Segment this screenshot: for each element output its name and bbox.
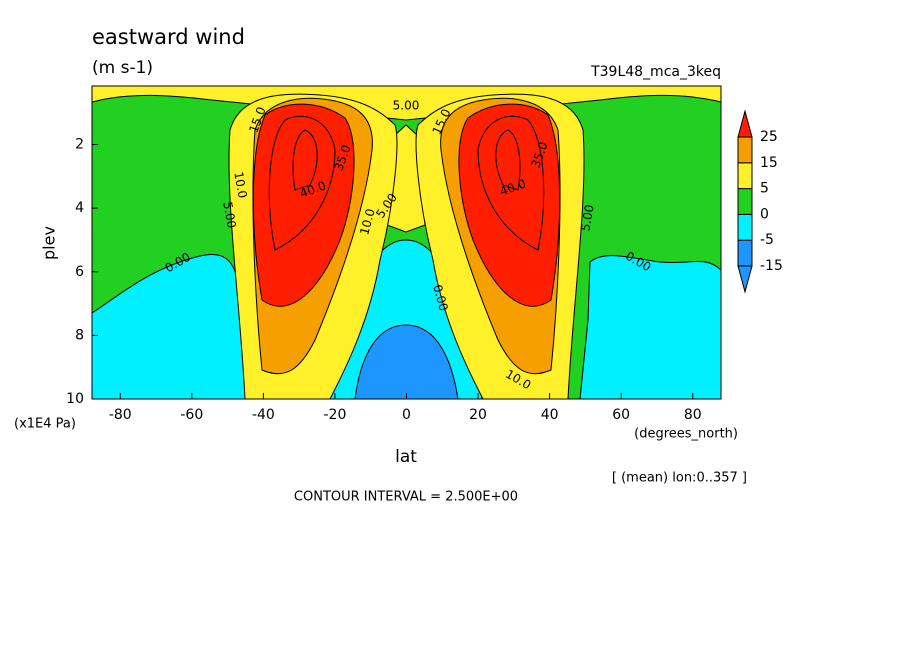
contour-fill <box>252 103 355 307</box>
field <box>92 86 721 399</box>
x-tick-label: 40 <box>541 407 559 423</box>
contour-label: 5.00 <box>393 99 420 113</box>
contour-interval: CONTOUR INTERVAL = 2.500E+00 <box>294 490 518 505</box>
x-axis-title: lat <box>395 447 417 467</box>
x-tick-label: -20 <box>324 407 347 423</box>
colorbar-label: 0 <box>760 206 769 222</box>
y-axis-unit: (x1E4 Pa) <box>14 417 76 432</box>
y-tick-label: 6 <box>75 264 84 280</box>
contour-fill <box>354 324 459 399</box>
contour-line <box>268 115 545 251</box>
colorbar-box <box>737 136 753 164</box>
x-tick-label: 80 <box>684 407 702 423</box>
x-tick-label: -80 <box>109 407 132 423</box>
y-tick-label: 2 <box>75 137 84 153</box>
colorbar-arrow <box>737 265 753 294</box>
colorbar-label: 25 <box>760 129 778 145</box>
x-tick-label: -40 <box>252 407 275 423</box>
colorbar-box <box>737 239 753 267</box>
y-axis-title: plev <box>40 226 59 260</box>
contour-fill <box>458 103 561 307</box>
chart-title: eastward wind <box>92 25 245 49</box>
y-tick-label: 10 <box>66 391 84 407</box>
y-tick-label: 8 <box>75 327 84 343</box>
x-tick-label: 60 <box>612 407 630 423</box>
chart-subtitle: (m s-1) <box>92 58 153 78</box>
x-tick-label: 20 <box>469 407 487 423</box>
x-axis-unit: (degrees_north) <box>634 427 738 442</box>
contour-fill <box>579 255 721 399</box>
run-label: T39L48_mca_3keq <box>590 64 721 80</box>
colorbar-label: 15 <box>760 155 778 171</box>
contour-label: 10.0 <box>357 207 377 236</box>
x-tick-label: 0 <box>402 407 411 423</box>
colorbar-arrow <box>737 109 753 138</box>
note: [ (mean) lon:0..357 ] <box>612 471 747 486</box>
colorbar-label: -5 <box>760 232 774 248</box>
contour-label: 5.00 <box>220 201 238 230</box>
colorbar-box <box>737 188 753 215</box>
contour-label: 5.00 <box>578 204 596 233</box>
contour-label: 0.00 <box>430 283 450 312</box>
x-tick-label: -60 <box>180 407 203 423</box>
contour-label: 10.0 <box>231 171 249 200</box>
colorbar-box <box>737 213 753 241</box>
colorbar-box <box>737 162 753 190</box>
colorbar-label: -15 <box>760 258 783 274</box>
y-tick-label: 4 <box>75 200 84 216</box>
colorbar-label: 5 <box>760 181 769 197</box>
